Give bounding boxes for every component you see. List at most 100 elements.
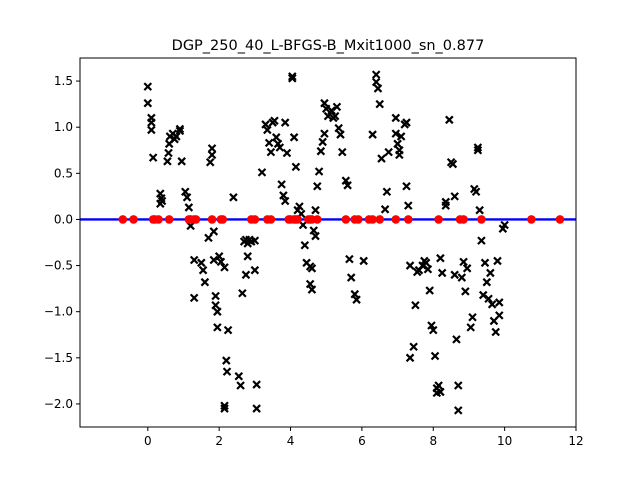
x-marker [222, 356, 231, 365]
x-marker-stroke [380, 205, 390, 214]
x-marker [291, 162, 301, 172]
x-tick-label: 10 [497, 434, 512, 448]
x-marker [371, 77, 381, 87]
x-marker-stroke [291, 162, 301, 172]
x-marker [257, 168, 267, 177]
x-marker-stroke [391, 113, 401, 123]
x-marker-stroke [261, 120, 270, 129]
x-marker [457, 273, 467, 282]
x-marker-stroke [182, 193, 192, 202]
x-marker-stroke [214, 252, 224, 261]
x-marker [471, 187, 481, 197]
x-marker-stroke [266, 147, 276, 157]
x-marker [209, 227, 219, 236]
red-dot [555, 215, 565, 224]
x-marker [207, 150, 217, 160]
red-dot [250, 215, 260, 224]
x-marker-stroke [409, 342, 418, 352]
x-marker-stroke [471, 187, 481, 197]
x-marker-stroke [282, 148, 292, 158]
x-marker [330, 111, 340, 121]
x-marker [393, 139, 402, 149]
x-marker-stroke [327, 106, 336, 115]
x-marker [250, 236, 260, 245]
x-marker [223, 325, 233, 335]
x-marker [434, 381, 443, 390]
x-marker [261, 120, 270, 129]
x-marker [336, 130, 345, 139]
x-marker-stroke [393, 139, 402, 149]
x-marker-stroke [382, 187, 392, 197]
y-tick-label: −0.5 [44, 259, 73, 273]
x-marker-stroke [468, 312, 477, 322]
x-marker [180, 187, 190, 197]
x-marker [484, 294, 493, 304]
x-marker-stroke [486, 268, 495, 278]
x-marker-stroke [288, 74, 297, 83]
x-marker-stroke [197, 258, 206, 268]
x-marker-stroke [143, 98, 153, 108]
x-marker-stroke [461, 287, 470, 296]
plot-area [80, 70, 576, 415]
x-marker-stroke [411, 300, 420, 310]
x-marker-stroke [321, 104, 331, 114]
x-marker [318, 137, 327, 147]
x-marker [337, 147, 347, 157]
x-marker-stroke [343, 181, 352, 190]
x-marker [436, 387, 445, 397]
x-marker-stroke [445, 115, 454, 125]
x-marker-stroke [500, 220, 509, 230]
x-marker [307, 264, 317, 273]
red-dot [266, 215, 276, 224]
x-marker-stroke [211, 291, 220, 301]
x-marker [189, 255, 199, 265]
x-marker [461, 287, 470, 296]
x-marker [428, 325, 438, 335]
x-marker-stroke [482, 277, 492, 287]
x-marker-stroke [198, 265, 208, 275]
x-marker-stroke [305, 279, 315, 289]
y-axis: −2.0 −1.5 −1.0 −0.5 0.0 0.5 1.0 1.5 [44, 74, 80, 411]
x-marker [495, 298, 504, 307]
x-marker [441, 201, 451, 210]
x-marker-stroke [341, 176, 351, 185]
x-marker-stroke [484, 294, 493, 304]
x-marker [164, 148, 173, 158]
x-marker [147, 118, 156, 127]
x-marker-stroke [404, 201, 413, 210]
x-marker-stroke [330, 111, 340, 121]
x-marker-stroke [213, 323, 222, 332]
x-marker [452, 335, 461, 344]
x-marker [209, 255, 219, 265]
x-marker-stroke [373, 84, 383, 93]
x-marker-stroke [209, 255, 219, 265]
x-marker [288, 72, 297, 81]
x-marker-stroke [402, 181, 411, 191]
red-dot [477, 215, 486, 224]
x-tick-label: 4 [287, 434, 295, 448]
x-marker [300, 240, 310, 250]
x-marker [271, 133, 281, 142]
x-marker [314, 167, 324, 176]
x-marker-stroke [487, 300, 497, 309]
x-marker [220, 401, 229, 411]
x-marker [382, 187, 392, 197]
x-marker [275, 143, 285, 152]
x-marker-stroke [493, 256, 502, 266]
x-tick-label: 12 [568, 434, 583, 448]
x-marker [280, 118, 290, 127]
x-marker-stroke [257, 168, 267, 177]
x-marker-stroke [263, 125, 272, 135]
x-marker [423, 264, 433, 274]
x-marker [172, 132, 181, 141]
x-marker [411, 300, 420, 310]
red-dot [527, 215, 536, 224]
red-dot [354, 215, 363, 224]
x-marker-stroke [475, 205, 484, 215]
x-marker [289, 133, 299, 142]
x-marker [270, 116, 279, 126]
x-marker [311, 205, 320, 215]
x-marker [391, 113, 401, 123]
x-marker-stroke [459, 257, 468, 267]
